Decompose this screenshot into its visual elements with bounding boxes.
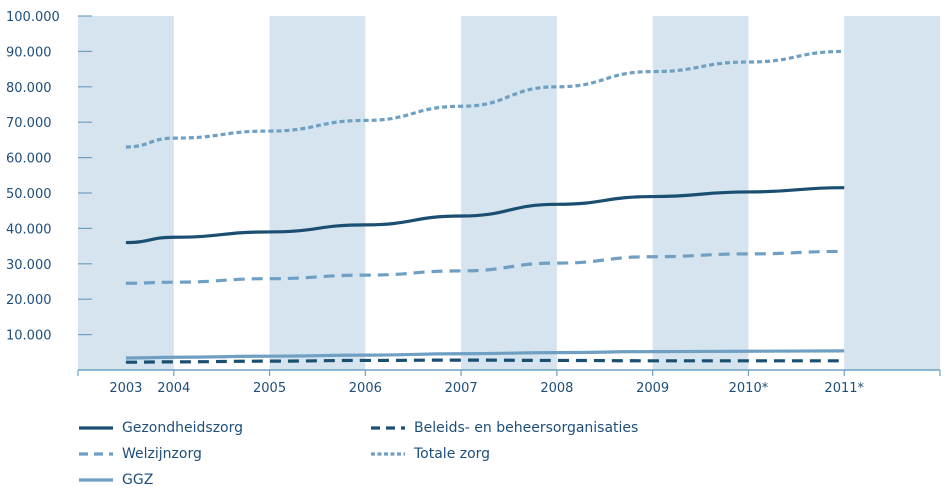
series-lines [125,49,845,364]
legend: Gezondheidszorg Welzijnzorg GGZ Beleids-… [78,420,778,500]
x-tick-label: 2007 [445,381,478,396]
series-line-2 [125,349,845,360]
y-tick-label: 50.000 [6,187,52,202]
y-tick-label: 20.000 [6,293,52,308]
y-tick-label: 70.000 [6,116,52,131]
background-bands [78,16,940,370]
legend-swatch-beleids [371,426,405,430]
legend-swatch-gezondheidszorg [79,426,113,430]
background-band [269,16,366,370]
legend-item-gezondheidszorg: Gezondheidszorg [78,420,243,436]
x-tick-label: 2010* [729,381,769,396]
background-band [844,16,940,370]
legend-item-beleids: Beleids- en beheersorganisaties [370,420,638,436]
legend-swatch-welzijnzorg [79,452,113,456]
x-tick-label: 2005 [253,381,286,396]
x-tick-label: 2011* [824,381,864,396]
legend-label: Gezondheidszorg [122,420,244,436]
y-tick-label: 40.000 [6,222,52,237]
x-tick-label: 2006 [349,381,382,396]
background-band [461,16,557,370]
legend-swatch-ggz [79,478,113,482]
legend-item-totale-zorg: Totale zorg [370,446,490,462]
series-line-3 [125,358,845,364]
x-axis: 2003 2004 2005 2006 2007 2008 2009 2010* 2011* [77,369,941,396]
legend-label: Totale zorg [414,446,491,462]
legend-item-welzijnzorg: Welzijnzorg [78,446,202,462]
y-tick-label: 80.000 [6,81,52,96]
legend-label: GGZ [122,472,154,488]
y-tick-label: 90.000 [6,45,52,60]
y-tick-label: 30.000 [6,258,52,273]
series-line-1 [125,249,845,285]
x-tick-label: 2008 [540,381,573,396]
legend-label: Welzijnzorg [122,446,202,462]
legend-item-ggz: GGZ [78,472,153,488]
y-tick-label: 10.000 [6,329,52,344]
series-line-0 [125,186,845,245]
line-chart: 10.000 20.000 30.000 40.000 50.000 60.000 70.0… [6,10,941,396]
series-line-4 [125,49,845,149]
legend-label: Beleids- en beheersorganisaties [414,420,639,436]
legend-swatch-totale-zorg [371,452,405,456]
y-tick-label: 100.000 [6,10,60,25]
x-tick-label: 2003 [109,381,142,396]
background-band [78,16,174,370]
x-tick-label: 2009 [636,381,669,396]
y-axis-ticks: 10.000 20.000 30.000 40.000 50.000 60.000 70.0… [6,10,92,344]
x-tick-label: 2004 [157,381,190,396]
y-tick-label: 60.000 [6,152,52,167]
